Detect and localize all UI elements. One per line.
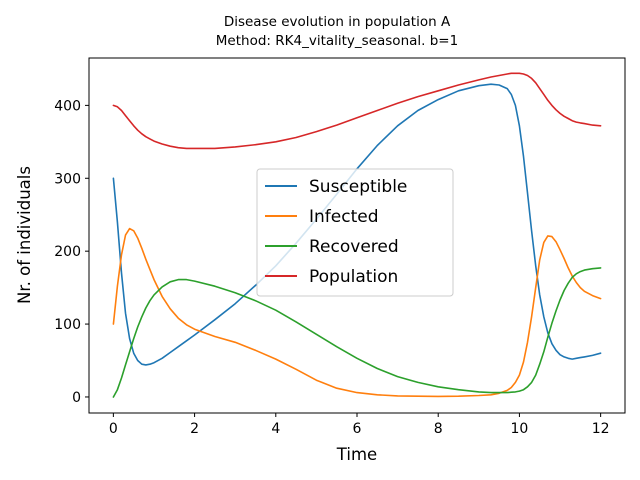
x-tick-label: 10 (511, 421, 529, 437)
y-axis-label: Nr. of individuals (15, 166, 34, 304)
series-line-recovered (112, 267, 602, 398)
x-tick-label: 8 (434, 421, 443, 437)
y-tick-label: 300 (54, 171, 81, 187)
y-tick-label: 400 (54, 98, 81, 114)
legend-label-population: Population (309, 267, 398, 287)
y-tick-label: 200 (54, 244, 81, 260)
series-line-susceptible (112, 83, 602, 366)
legend-box (256, 168, 454, 297)
x-tick-label: 0 (109, 421, 118, 437)
series-line-population (112, 72, 602, 150)
series-line-infected (112, 227, 602, 398)
x-tick-label: 4 (271, 421, 280, 437)
y-tick-label: 0 (72, 390, 81, 406)
axis-ticks: 0 2 4 6 8 10 12 0 100 200 300 400 (54, 98, 609, 437)
x-axis-label: Time (336, 445, 377, 464)
chart-title: Disease evolution in population A (224, 14, 451, 30)
legend: Susceptible Infected Recovered Population (256, 168, 454, 297)
legend-label-recovered: Recovered (309, 237, 399, 257)
x-tick-label: 6 (353, 421, 362, 437)
y-tick-label: 100 (54, 317, 81, 333)
x-tick-label: 2 (190, 421, 199, 437)
x-tick-label: 12 (592, 421, 610, 437)
chart-subtitle: Method: RK4_vitality_seasonal. b=1 (216, 33, 458, 49)
legend-label-infected: Infected (309, 207, 379, 227)
legend-label-susceptible: Susceptible (309, 177, 407, 197)
series-layer (112, 72, 602, 398)
